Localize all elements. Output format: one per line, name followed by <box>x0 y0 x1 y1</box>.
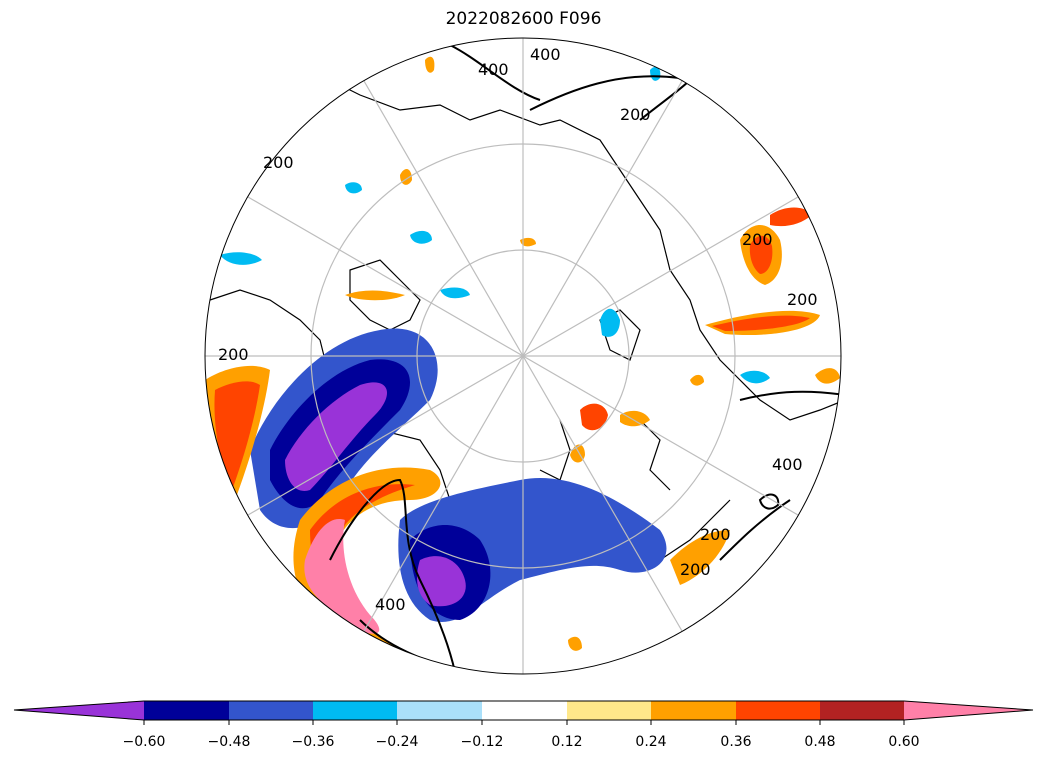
colorbar-segment <box>397 701 482 720</box>
contour-label: 200 <box>680 560 711 579</box>
graticule <box>205 38 841 674</box>
colorbar-tick-label: 0.24 <box>635 734 667 750</box>
colorbar-segment <box>820 701 904 720</box>
colorbar-tick-label: 0.60 <box>888 734 920 750</box>
colorbar-tick-label: 0.48 <box>804 734 836 750</box>
colorbar-segment <box>651 701 736 720</box>
colorbar-tick-label: 0.12 <box>551 734 583 750</box>
colorbar-segment <box>567 701 651 720</box>
colorbar-tick-label: −0.12 <box>460 734 504 750</box>
filled-contours <box>205 56 840 653</box>
contour-label: 400 <box>375 595 406 614</box>
colorbar-segment <box>229 701 313 720</box>
colorbar-tick-label: −0.36 <box>291 734 335 750</box>
contour-label: 400 <box>772 455 803 474</box>
contour-label: 200 <box>263 153 294 172</box>
contour-label: 200 <box>742 230 773 249</box>
map-boundary <box>204 37 842 675</box>
colorbar-segment <box>904 701 1033 720</box>
colorbar-segment <box>313 701 397 720</box>
colorbar-ticks <box>143 720 905 725</box>
map-title: 2022082600 F096 <box>445 9 602 29</box>
contour-label: 200 <box>218 345 249 364</box>
contour-label: 200 <box>700 525 731 544</box>
contour-label: 400 <box>530 45 561 64</box>
colorbar-tick-label: −0.60 <box>122 734 166 750</box>
colorbar-tick-label: 0.36 <box>720 734 752 750</box>
colorbar <box>13 700 1034 725</box>
colorbar-segment <box>14 701 144 720</box>
colorbar-tick-label: −0.48 <box>207 734 251 750</box>
contour-label: 200 <box>620 105 651 124</box>
colorbar-segment <box>144 701 229 720</box>
colorbar-segment <box>736 701 820 720</box>
contour-label: 400 <box>478 60 509 79</box>
contour-label: 200 <box>787 290 818 309</box>
colorbar-tick-label: −0.24 <box>375 734 419 750</box>
polar-stereographic-map: 400 400 200 200 200 200 200 200 400 400 … <box>204 37 842 675</box>
contour-labels: 400 400 200 200 200 200 200 200 400 400 … <box>218 45 818 614</box>
colorbar-segment <box>482 701 567 720</box>
